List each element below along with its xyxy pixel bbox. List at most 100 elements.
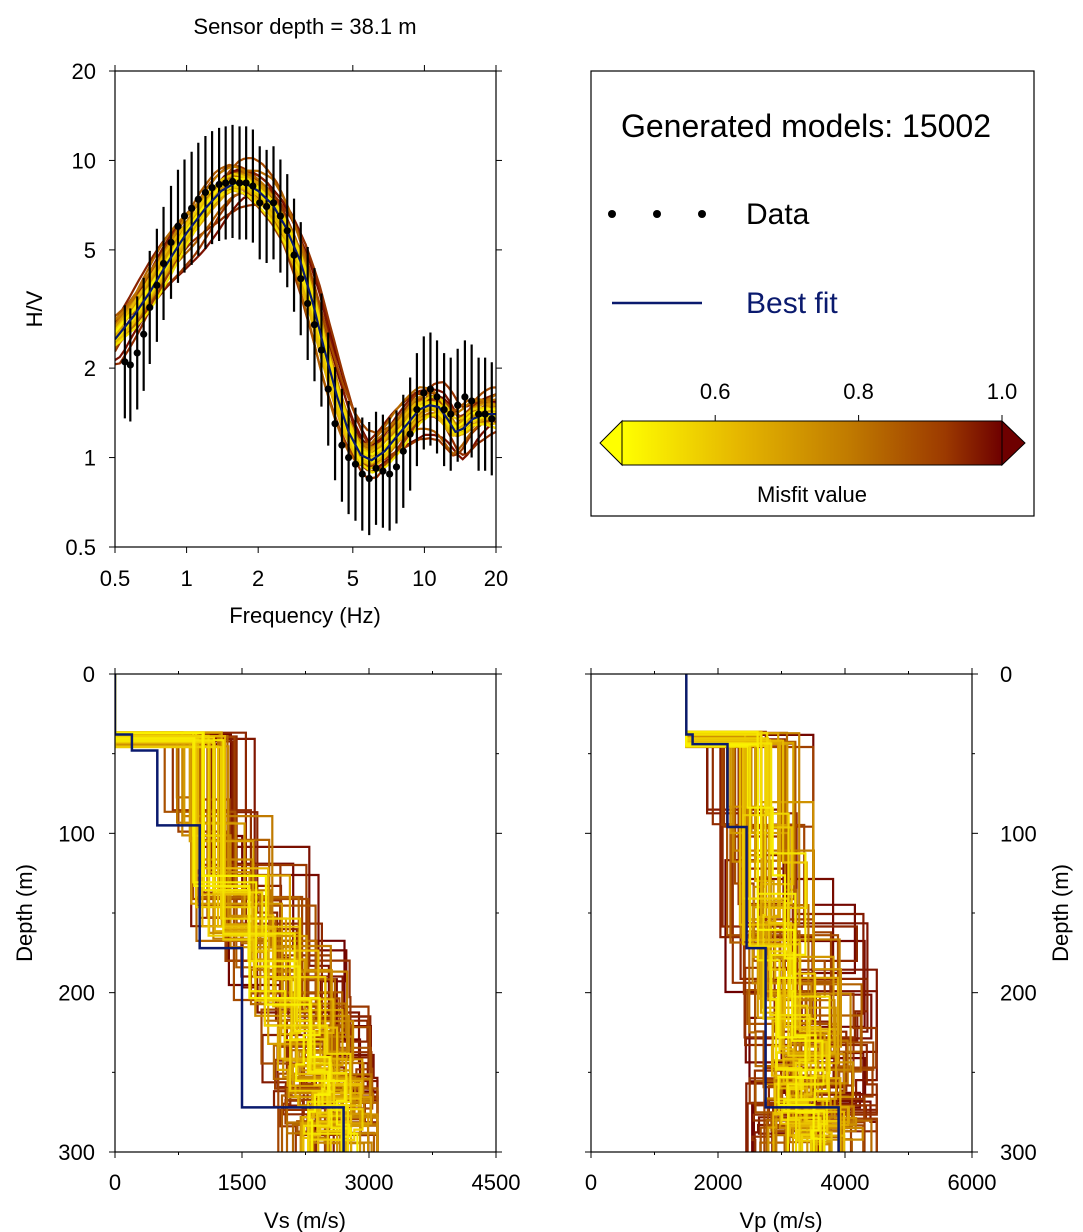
hv-model-ensemble	[115, 156, 496, 480]
hv-data-point	[304, 299, 312, 308]
hv-data-point	[386, 470, 394, 478]
vp-x-tick-label: 4000	[821, 1170, 870, 1195]
colorbar-high-extend	[1001, 419, 1026, 467]
hv-x-tick-label: 20	[484, 566, 508, 591]
hv-y-tick-label: 20	[72, 59, 96, 84]
hv-data-point	[324, 385, 332, 393]
hv-best-fit-line	[115, 181, 496, 462]
hv-data-point	[140, 330, 148, 338]
hv-panel: 0.5 1 2 5 10 20 0.5 1 2 5 10 20 Frequency (Hz) H/V	[22, 59, 508, 628]
colorbar	[621, 420, 1003, 466]
hv-data-point	[481, 410, 489, 418]
hv-data-point	[180, 212, 189, 220]
vp-model-profile	[685, 674, 828, 1152]
legend-box: Generated models: 15002 Data Best fit 0.…	[590, 70, 1035, 517]
hv-data-point	[338, 441, 346, 449]
hv-data-point	[433, 393, 441, 401]
vs-best-fit-profile	[115, 674, 345, 1152]
hv-data-point	[201, 188, 210, 197]
vs-x-axis-label: Vs (m/s)	[264, 1208, 346, 1232]
hv-data-point	[283, 227, 291, 235]
hv-data-point	[297, 275, 305, 283]
vs-model-profile	[115, 674, 345, 1152]
hv-data-point	[461, 393, 469, 401]
hv-error-bars	[123, 124, 493, 536]
hv-model-curve	[115, 184, 496, 465]
hv-data-point	[351, 460, 360, 468]
hv-data-point	[365, 474, 373, 483]
hv-data-point	[426, 385, 435, 393]
vs-model-profile	[115, 674, 359, 1152]
hv-data-point	[379, 467, 387, 475]
vp-model-profile	[685, 674, 825, 1152]
legend-data-dot	[608, 210, 616, 218]
hv-x-tick-label: 0.5	[100, 566, 131, 591]
hv-data-point	[358, 470, 366, 478]
vs-y-tick-label: 0	[83, 662, 95, 687]
hv-y-tick-label: 10	[72, 148, 96, 173]
hv-plot-frame	[114, 70, 497, 548]
vp-best-fit-profile	[685, 674, 840, 1152]
vs-y-axis-label: Depth (m)	[12, 864, 37, 962]
colorbar-tick-label: 0.8	[843, 379, 874, 404]
vs-model-profile	[115, 674, 331, 1152]
vs-model-ensemble	[115, 674, 379, 1152]
figure-title: Sensor depth = 38.1 m	[193, 14, 416, 39]
hv-data-point	[126, 361, 134, 369]
hv-data-point	[454, 401, 462, 409]
vp-model-ensemble	[685, 674, 878, 1152]
vs-y-tick-label: 300	[58, 1140, 95, 1165]
hv-data-point	[174, 222, 182, 230]
hv-data-point	[121, 358, 129, 366]
colorbar-tick-label: 1.0	[987, 379, 1018, 404]
hv-data-point	[406, 430, 414, 438]
hv-data-point	[440, 406, 448, 414]
hv-data-point	[447, 410, 455, 418]
vp-y-tick-label: 200	[1000, 981, 1037, 1006]
hv-x-tick-label: 2	[252, 566, 264, 591]
hv-data-point	[413, 406, 421, 414]
hv-data-point	[468, 397, 476, 405]
colorbar-ticks: 0.6 0.8 1.0	[700, 379, 1017, 421]
vp-model-profile	[685, 674, 858, 1152]
vs-model-profile	[115, 674, 352, 1152]
vs-x-tick-label: 0	[109, 1170, 121, 1195]
hv-data-point	[208, 184, 216, 192]
hv-y-axis-label: H/V	[22, 290, 47, 327]
vs-axes: 0 1500 3000 4500 0 100 200 300	[58, 662, 520, 1195]
hv-data-point	[188, 204, 196, 212]
legend-bestfit-label: Best fit	[746, 287, 838, 320]
legend-data-dot	[698, 210, 706, 218]
vs-y-tick-label: 100	[58, 821, 95, 846]
vp-model-profile	[685, 674, 811, 1152]
vp-model-profile	[685, 674, 842, 1152]
hv-y-tick-label: 0.5	[65, 535, 96, 560]
vs-panel: 0 1500 3000 4500 0 100 200 300 Vs (m/s) Depth (…	[12, 662, 520, 1232]
vp-x-tick-label: 2000	[694, 1170, 743, 1195]
vs-x-tick-label: 1500	[218, 1170, 267, 1195]
hv-data-point	[146, 303, 154, 312]
hv-x-tick-label: 5	[347, 566, 359, 591]
hv-data-point	[242, 179, 250, 187]
hv-data-point	[235, 179, 244, 187]
hv-data-point	[488, 415, 496, 423]
vs-model-profile	[115, 674, 335, 1152]
hv-y-tick-label: 5	[84, 238, 96, 263]
hv-data-point	[194, 195, 202, 203]
hv-x-tick-label: 1	[180, 566, 192, 591]
hv-data-point	[331, 420, 339, 428]
vs-model-profile	[115, 674, 364, 1152]
hv-data-point	[317, 346, 326, 354]
vp-y-tick-label: 0	[1000, 662, 1012, 687]
hv-axes: 0.5 1 2 5 10 20 0.5 1 2 5 10 20	[65, 59, 508, 591]
vp-model-profile	[685, 674, 850, 1152]
hv-x-axis-label: Frequency (Hz)	[229, 603, 381, 628]
vp-x-tick-label: 6000	[948, 1170, 997, 1195]
hv-data-point	[153, 281, 161, 289]
vp-y-axis-label: Depth (m)	[1048, 864, 1073, 962]
hv-data-point	[276, 212, 284, 220]
hv-data-point	[269, 199, 278, 207]
hv-data-point	[345, 453, 353, 462]
hv-data-point	[228, 177, 237, 186]
vp-panel: 0 2000 4000 6000 0 100 200 300 Vp (m/s) Depth (…	[585, 662, 1073, 1232]
